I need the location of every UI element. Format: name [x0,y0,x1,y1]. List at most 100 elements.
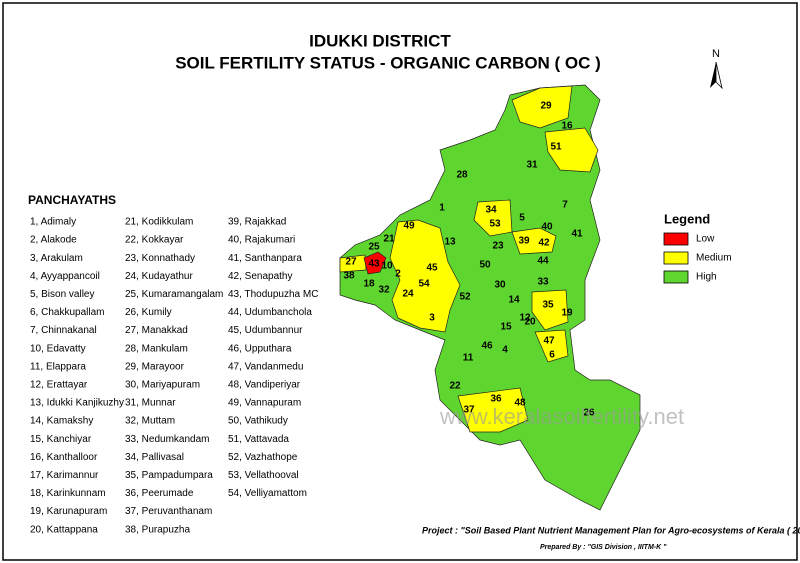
region-label: 54 [418,279,430,290]
region-label: 28 [456,170,468,181]
region-label: 6 [549,350,555,361]
panchayath-item: 35, Pampadumpara [125,470,213,481]
panchayath-item: 3, Arakulam [30,253,83,264]
panchayath-item: 50, Vathikudy [228,416,288,427]
north-arrow [710,62,716,88]
panchayath-item: 42, Senapathy [228,271,293,282]
region-label: 29 [540,101,552,112]
panchayath-item: 5, Bison valley [30,289,94,300]
panchayath-item: 41, Santhanpara [228,253,302,264]
panchayath-item: 22, Kokkayar [125,235,184,246]
legend-label: High [696,272,717,283]
region-label: 33 [537,277,549,288]
zone [531,289,569,331]
region-label: 38 [343,271,355,282]
watermark: www.keralasoilfertility.net [439,404,684,429]
panchayath-item: 51, Vattavada [228,434,289,445]
region-label: 32 [378,285,390,296]
region-label: 40 [541,222,553,233]
region-label: 50 [479,260,491,271]
zone [473,199,513,237]
region-label: 23 [492,241,504,252]
region-label: 30 [494,280,506,291]
panchayath-item: 26, Kumily [125,307,172,318]
region-label: 53 [489,219,501,230]
north-label: N [712,48,720,60]
region-label: 49 [403,221,415,232]
panchayath-item: 28, Mankulam [125,343,188,354]
region-label: 21 [383,234,395,245]
zone [363,251,387,275]
panchayath-item: 1, Adimaly [30,217,76,228]
north-arrow [715,61,723,90]
region-label: 1 [439,203,445,214]
panchayath-item: 33, Nedumkandam [125,434,210,445]
region-label: 47 [543,336,555,347]
region-label: 2 [395,269,401,280]
panchayath-item: 39, Rajakkad [228,217,286,228]
panchayath-item: 12, Erattayar [30,380,88,391]
legend-title: Legend [664,211,710,226]
panchayath-item: 7, Chinnakanal [30,325,97,336]
panchayath-item: 34, Pallivasal [125,452,184,463]
panchayath-item: 54, Velliyamattom [228,488,307,499]
region-label: 46 [481,341,493,352]
panchayath-item: 53, Vellathooval [228,470,299,481]
region-label: 35 [542,300,554,311]
legend-swatch [663,232,689,246]
legend-swatch [663,251,689,265]
zone [389,219,461,333]
panchayath-item: 2, Alakode [30,235,77,246]
region-label: 37 [463,405,475,416]
panchayath-item: 47, Vandanmedu [228,361,303,372]
panchayath-item: 43, Thodupuzha MC [228,289,318,300]
list-heading: PANCHAYATHS [28,193,116,207]
panchayath-item: 49, Vannapuram [228,398,301,409]
zone [511,85,573,129]
region-label: 18 [363,279,375,290]
region-label: 45 [426,263,438,274]
region-label: 20 [524,317,536,328]
panchayath-item: 30, Mariyapuram [125,380,200,391]
zone [534,329,569,363]
panchayath-item: 37, Peruvanthanam [125,506,212,517]
panchayath-item: 10, Edavatty [30,343,86,354]
region-label: 14 [508,295,520,306]
region-label: 12 [519,313,531,324]
zone [511,227,557,255]
region-label: 26 [583,408,595,419]
region-label: 42 [538,238,550,249]
region-label: 15 [500,322,512,333]
project-note: Project : "Soil Based Plant Nutrient Man… [422,525,800,535]
panchayath-item: 48, Vandiperiyar [228,380,301,391]
panchayath-item: 32, Muttam [125,416,175,427]
region-label: 11 [463,353,474,364]
panchayath-item: 31, Munnar [125,398,176,409]
region-label: 24 [402,289,414,300]
zone [544,127,599,173]
region-label: 16 [561,121,573,132]
legend-label: Low [696,234,715,245]
zone [339,254,367,273]
region-label: 4 [502,345,508,356]
region-label: 19 [561,308,573,319]
panchayath-item: 14, Kamakshy [30,416,93,427]
region-label: 7 [562,200,568,211]
region-label: 13 [444,237,456,248]
panchayath-item: 16, Kanthalloor [30,452,98,463]
region-label: 27 [345,257,357,268]
panchayath-item: 38, Purapuzha [125,524,190,535]
panchayath-item: 29, Marayoor [125,361,185,372]
panchayath-item: 11, Elappara [30,361,86,372]
panchayath-item: 4, Ayyappancoil [30,271,100,282]
legend-label: Medium [696,253,732,264]
panchayath-item: 23, Konnathady [125,253,195,264]
region-label: 39 [518,236,530,247]
region-label: 36 [490,394,502,405]
region-label: 31 [526,160,538,171]
region-label: 3 [429,313,435,324]
title: IDUKKI DISTRICT [309,31,451,50]
panchayath-item: 17, Karimannur [30,470,99,481]
panchayath-item: 18, Karinkunnam [30,488,106,499]
